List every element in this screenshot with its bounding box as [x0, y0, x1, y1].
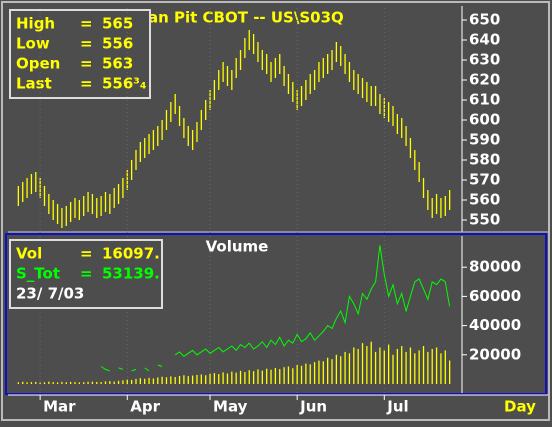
info-value: 16097.	[102, 245, 160, 263]
info-value: 556	[102, 35, 133, 53]
y-tick-label: 60000	[469, 287, 521, 305]
info-label: 23/ 7/03	[16, 285, 84, 303]
info-box	[9, 239, 163, 309]
x-axis-label: Day	[504, 398, 536, 416]
y-tick-label: 620	[469, 71, 500, 89]
info-sep: =	[80, 15, 93, 33]
chart-title: Volume	[206, 238, 269, 256]
y-tick-label: 590	[469, 131, 500, 149]
info-value: 556³₄	[102, 75, 146, 93]
info-sep: =	[80, 245, 93, 263]
info-label: Low	[16, 35, 50, 53]
x-tick-label: Jul	[386, 398, 408, 416]
info-value: 565	[102, 15, 133, 33]
info-sep: =	[80, 75, 93, 93]
y-tick-label: 20000	[469, 345, 521, 363]
y-tick-label: 640	[469, 31, 500, 49]
volume-panel	[5, 233, 547, 395]
info-box	[9, 9, 151, 99]
info-sep: =	[80, 265, 93, 283]
y-tick-label: 650	[469, 11, 500, 29]
info-label: High	[16, 15, 55, 33]
y-tick-label: 630	[469, 51, 500, 69]
x-tick-label: Mar	[43, 398, 76, 416]
y-tick-label: 580	[469, 151, 500, 169]
y-tick-label: 560	[469, 191, 500, 209]
info-label: S_Tot	[16, 265, 60, 283]
chart-title: an Pit CBOT -- US\S03Q	[148, 9, 344, 27]
info-label: Open	[16, 55, 60, 73]
y-tick-label: 80000	[469, 258, 521, 276]
y-tick-label: 40000	[469, 316, 521, 334]
info-value: 53139.	[102, 265, 160, 283]
y-tick-label: 610	[469, 91, 500, 109]
info-sep: =	[80, 55, 93, 73]
y-tick-label: 600	[469, 111, 500, 129]
info-label: Vol	[16, 245, 42, 263]
info-value: 563	[102, 55, 133, 73]
frame	[1, 1, 550, 421]
y-tick-label: 570	[469, 171, 500, 189]
total-line	[100, 245, 451, 372]
info-sep: =	[80, 35, 93, 53]
x-tick-label: Jun	[299, 398, 327, 416]
x-tick-label: Apr	[130, 398, 160, 416]
y-tick-label: 550	[469, 211, 500, 229]
info-label: Last	[16, 75, 52, 93]
x-tick-label: May	[213, 398, 248, 416]
